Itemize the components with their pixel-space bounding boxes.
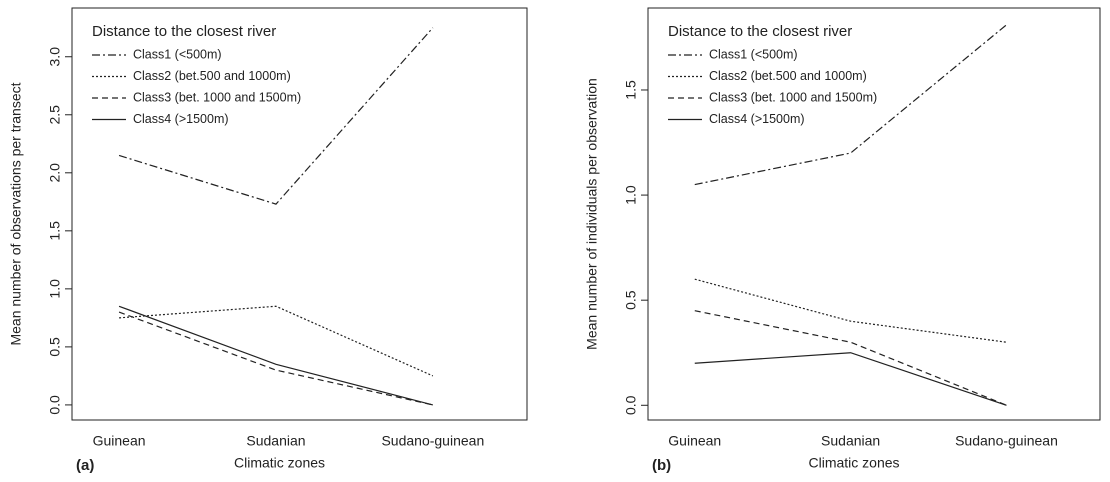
legend-label: Class4 (>1500m) [709,112,805,126]
legend-label: Class2 (bet.500 and 1000m) [133,69,291,83]
legend-label: Class2 (bet.500 and 1000m) [709,69,867,83]
panel-label: (b) [652,457,671,474]
x-tick-label: Sudanian [821,433,880,449]
x-tick-label: Sudanian [246,433,305,449]
series-line [119,305,434,377]
panel-label: (a) [76,457,94,474]
x-tick-label: Guinean [93,433,146,449]
y-tick-label: 1.0 [47,279,63,299]
y-tick-label: 2.5 [47,105,63,125]
plot-box [647,7,1101,421]
legend-label: Class1 (<500m) [133,47,222,61]
legend-label: Class1 (<500m) [709,47,798,61]
y-tick-label: 2.0 [47,163,63,183]
y-tick-label: 0.0 [47,395,63,415]
y-axis-label: Mean number of observations per transect [8,82,24,345]
y-tick-label: 1.5 [623,80,639,100]
y-tick-label: 0.0 [623,395,639,415]
series-line [694,24,1007,186]
legend-title: Distance to the closest river [668,23,852,40]
series-line [118,311,433,406]
legend-label: Class3 (bet. 1000 and 1500m) [709,90,877,104]
y-tick-label: 0.5 [623,290,639,310]
series-line [118,27,434,205]
series-line [694,352,1007,406]
series-line [118,305,434,406]
y-tick-label: 1.5 [47,221,63,241]
x-tick-label: Guinean [668,433,721,449]
x-axis-label: Climatic zones [808,455,899,471]
y-tick-label: 3.0 [47,47,63,67]
x-axis-label: Climatic zones [234,455,325,471]
x-tick-label: Sudano-guinean [955,433,1058,449]
y-axis-label: Mean number of individuals per observati… [584,78,600,350]
legend-label: Class4 (>1500m) [133,112,229,126]
y-tick-label: 0.5 [47,337,63,357]
series-line [694,278,1007,343]
y-tick-label: 1.0 [623,185,639,205]
series-line [694,310,1007,406]
legend-title: Distance to the closest river [92,23,276,40]
legend-label: Class3 (bet. 1000 and 1500m) [133,90,301,104]
x-tick-label: Sudano-guinean [381,433,484,449]
plot-box [71,7,528,421]
